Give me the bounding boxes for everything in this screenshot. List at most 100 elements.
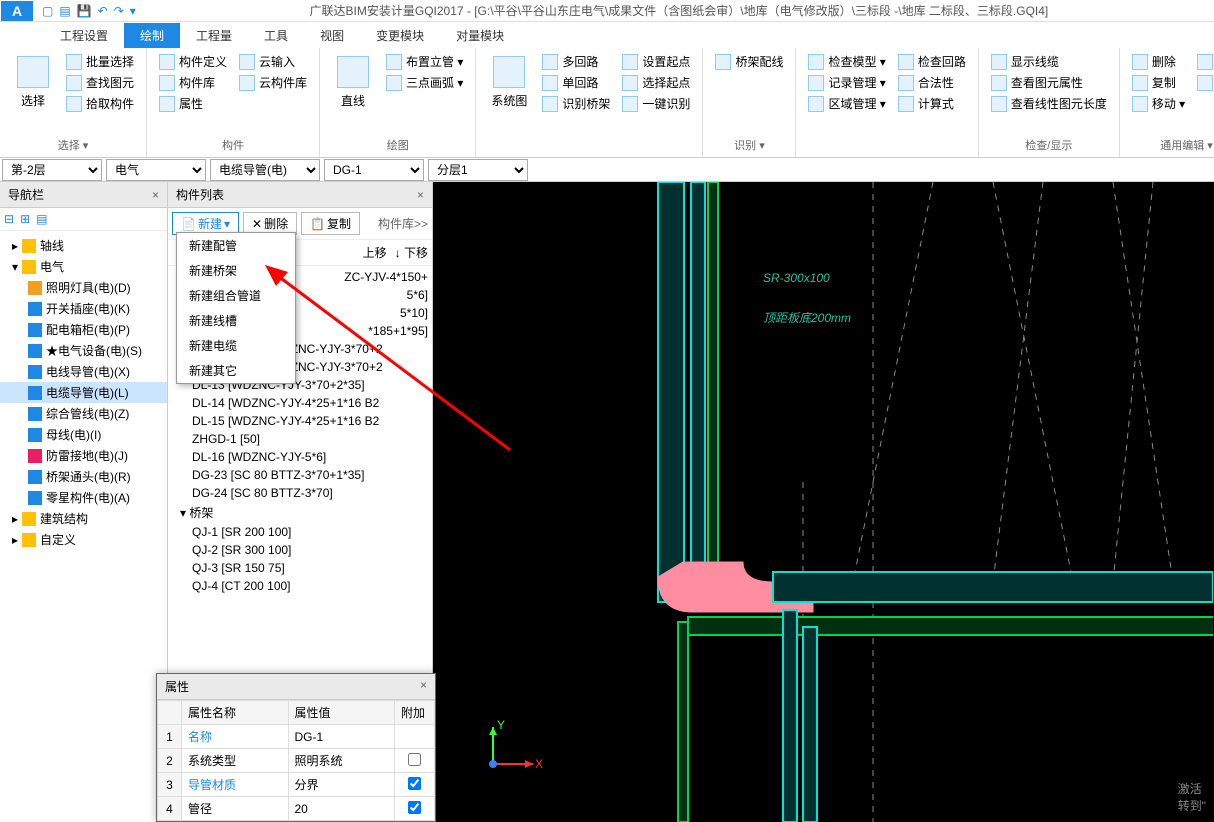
tree-node[interactable]: ▸轴线: [0, 235, 167, 256]
ribbon-btn[interactable]: 查看图元属性: [987, 73, 1111, 92]
menu-project[interactable]: 工程设置: [44, 23, 124, 48]
menu-tools[interactable]: 工具: [248, 23, 304, 48]
list-item[interactable]: QJ-2 [SR 300 100]: [168, 541, 432, 559]
ribbon-btn[interactable]: 云构件库: [235, 73, 311, 92]
tree-child[interactable]: 开关插座(电)(K): [0, 298, 167, 319]
copy-button[interactable]: 📋 复制: [301, 212, 360, 235]
list-item[interactable]: DL-15 [WDZNC-YJY-4*25+1*16 B2: [168, 412, 432, 430]
tree-child[interactable]: 综合管线(电)(Z): [0, 403, 167, 424]
dropdown-item[interactable]: 新建电缆: [177, 333, 295, 358]
qat-open-icon[interactable]: ▤: [59, 4, 70, 18]
tree-node[interactable]: ▸自定义: [0, 529, 167, 550]
tree-child[interactable]: 配电箱柜(电)(P): [0, 319, 167, 340]
ribbon-btn[interactable]: 桥架配线: [711, 52, 787, 71]
dropdown-item[interactable]: 新建线槽: [177, 308, 295, 333]
ribbon-btn[interactable]: 计算式: [894, 94, 970, 113]
list-item[interactable]: ZHGD-1 [50]: [168, 430, 432, 448]
ribbon-btn[interactable]: 三点画弧 ▾: [382, 73, 467, 92]
ribbon-btn[interactable]: 移动 ▾: [1128, 94, 1189, 113]
menu-view[interactable]: 视图: [304, 23, 360, 48]
ribbon-btn[interactable]: 拉伸: [1193, 52, 1214, 71]
ribbon-btn[interactable]: 多回路: [538, 52, 614, 71]
drawing-canvas[interactable]: SR-300x100 顶距板底200mm X Y 激活转到": [433, 182, 1214, 822]
dropdown-item[interactable]: 新建桥架: [177, 258, 295, 283]
tree-child[interactable]: 电缆导管(电)(L): [0, 382, 167, 403]
tree-child[interactable]: 母线(电)(I): [0, 424, 167, 445]
menu-quantity[interactable]: 工程量: [180, 23, 248, 48]
ribbon-btn[interactable]: 显示线缆: [987, 52, 1111, 71]
ribbon-btn[interactable]: 布置立管 ▾: [382, 52, 467, 71]
tree-child[interactable]: 电线导管(电)(X): [0, 361, 167, 382]
menu-change[interactable]: 变更模块: [360, 23, 440, 48]
menu-draw[interactable]: 绘制: [124, 23, 180, 48]
ribbon-btn[interactable]: 记录管理 ▾: [804, 73, 889, 92]
major-select[interactable]: 电气: [106, 159, 206, 181]
prop-row[interactable]: 2系统类型照明系统: [158, 749, 435, 773]
qat-new-icon[interactable]: ▢: [42, 4, 53, 18]
ribbon-btn[interactable]: 合法性: [894, 73, 970, 92]
prop-checkbox[interactable]: [408, 753, 421, 766]
nav-expand-icon[interactable]: ⊟: [4, 212, 14, 226]
dropdown-item[interactable]: 新建配管: [177, 233, 295, 258]
ribbon-btn[interactable]: 删除: [1128, 52, 1189, 71]
list-item[interactable]: DL-14 [WDZNC-YJY-4*25+1*16 B2: [168, 394, 432, 412]
tree-child[interactable]: 零星构件(电)(A): [0, 487, 167, 508]
list-item[interactable]: QJ-3 [SR 150 75]: [168, 559, 432, 577]
ribbon-btn[interactable]: 一键识别: [618, 94, 694, 113]
qat-undo-icon[interactable]: ↶: [98, 4, 108, 18]
tree-child[interactable]: ★电气设备(电)(S): [0, 340, 167, 361]
prop-row[interactable]: 4管径20: [158, 797, 435, 821]
prop-row[interactable]: 3导管材质分界: [158, 773, 435, 797]
prop-checkbox[interactable]: [408, 777, 421, 790]
floor-select[interactable]: 第-2层: [2, 159, 102, 181]
ribbon-btn[interactable]: 查找图元: [62, 73, 138, 92]
ribbon-btn[interactable]: 检查回路: [894, 52, 970, 71]
ribbon-btn[interactable]: 复制: [1128, 73, 1189, 92]
ribbon-btn[interactable]: 区域管理 ▾: [804, 94, 889, 113]
nav-list-icon[interactable]: ▤: [36, 212, 47, 226]
dropdown-item[interactable]: 新建其它: [177, 358, 295, 383]
lib-link[interactable]: 构件库>>: [378, 215, 428, 232]
qat-redo-icon[interactable]: ↷: [114, 4, 124, 18]
ribbon-btn[interactable]: 构件定义: [155, 52, 231, 71]
nav-collapse-icon[interactable]: ⊞: [20, 212, 30, 226]
list-group[interactable]: ▾ 桥架: [168, 502, 432, 523]
list-item[interactable]: DG-24 [SC 80 BTTZ-3*70]: [168, 484, 432, 502]
prop-checkbox[interactable]: [408, 801, 421, 814]
ribbon-btn[interactable]: 构件库: [155, 73, 231, 92]
ribbon-btn[interactable]: 设置起点: [618, 52, 694, 71]
type-select[interactable]: 电缆导管(电): [210, 159, 320, 181]
tree-node[interactable]: ▾电气: [0, 256, 167, 277]
menu-compare[interactable]: 对量模块: [440, 23, 520, 48]
ribbon-btn[interactable]: 检查模型 ▾: [804, 52, 889, 71]
tree-child[interactable]: 防雷接地(电)(J): [0, 445, 167, 466]
list-item[interactable]: DL-16 [WDZNC-YJY-5*6]: [168, 448, 432, 466]
ribbon-btn[interactable]: 云输入: [235, 52, 311, 71]
ribbon-btn[interactable]: 拾取构件: [62, 94, 138, 113]
prop-close-icon[interactable]: ×: [420, 678, 427, 695]
down-button[interactable]: ↓ 下移: [395, 244, 428, 261]
ribbon-btn[interactable]: 镜像: [1193, 73, 1214, 92]
prop-row[interactable]: 1名称DG-1: [158, 725, 435, 749]
up-button[interactable]: 上移: [363, 244, 387, 261]
tree-node[interactable]: ▸建筑结构: [0, 508, 167, 529]
ribbon-btn[interactable]: 识别桥架: [538, 94, 614, 113]
ribbon-btn[interactable]: 查看线性图元长度: [987, 94, 1111, 113]
qat-save-icon[interactable]: 💾: [77, 4, 92, 18]
ribbon-btn[interactable]: 批量选择: [62, 52, 138, 71]
tree-child[interactable]: 照明灯具(电)(D): [0, 277, 167, 298]
ribbon-btn[interactable]: 选择起点: [618, 73, 694, 92]
layer-select[interactable]: 分层1: [428, 159, 528, 181]
complist-close-icon[interactable]: ×: [417, 188, 424, 202]
ribbon-btn[interactable]: 属性: [155, 94, 231, 113]
list-item[interactable]: DG-23 [SC 80 BTTZ-3*70+1*35]: [168, 466, 432, 484]
ribbon-big-btn[interactable]: 选择: [8, 52, 58, 135]
list-item[interactable]: QJ-1 [SR 200 100]: [168, 523, 432, 541]
tree-child[interactable]: 桥架通头(电)(R): [0, 466, 167, 487]
ribbon-big-btn[interactable]: 系统图: [484, 52, 534, 151]
qat-more-icon[interactable]: ▾: [130, 4, 136, 18]
ribbon-btn[interactable]: 单回路: [538, 73, 614, 92]
dropdown-item[interactable]: 新建组合管道: [177, 283, 295, 308]
component-select[interactable]: DG-1: [324, 159, 424, 181]
ribbon-big-btn[interactable]: 直线: [328, 52, 378, 135]
